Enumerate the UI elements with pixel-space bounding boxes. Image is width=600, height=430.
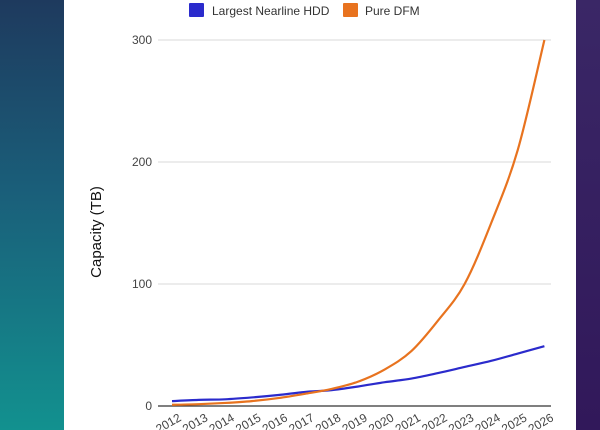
legend-swatch [189,3,204,17]
x-tick-label: 2024 [473,410,503,430]
y-axis-ticks: 0 100 200 300 [132,33,152,413]
chart-series [171,39,546,406]
slide-background-right [576,0,600,430]
y-tick-label: 200 [132,155,152,169]
chart-legend: Largest Nearline HDD Pure DFM [189,3,420,18]
slide-background-left [0,0,64,430]
legend-label: Pure DFM [365,4,420,18]
x-tick-label: 2015 [233,410,263,430]
series-line-nearline-hdd [171,345,545,403]
legend-swatch [343,3,358,17]
x-tick-label: 2020 [366,410,396,430]
chart-panel [64,0,576,430]
y-tick-label: 300 [132,33,152,47]
x-tick-label: 2025 [499,410,529,430]
x-tick-label: 2019 [340,410,370,430]
chart-gridlines [158,39,551,407]
y-axis-title: Capacity (TB) [88,186,105,278]
x-tick-label: 2022 [419,410,449,430]
y-tick-label: 0 [145,399,152,413]
x-tick-label: 2026 [526,410,556,430]
x-tick-label: 2017 [286,410,316,430]
x-axis-ticks: 2012201320142015201620172018201920202021… [153,410,556,430]
x-tick-label: 2023 [446,410,476,430]
x-tick-label: 2014 [207,410,237,430]
x-tick-label: 2016 [260,410,290,430]
y-tick-label: 100 [132,277,152,291]
x-tick-label: 2012 [153,410,183,430]
legend-label: Largest Nearline HDD [212,4,330,18]
x-tick-label: 2021 [393,410,423,430]
x-tick-label: 2018 [313,410,343,430]
x-tick-label: 2013 [180,410,210,430]
series-line-pure-dfm [171,39,546,406]
